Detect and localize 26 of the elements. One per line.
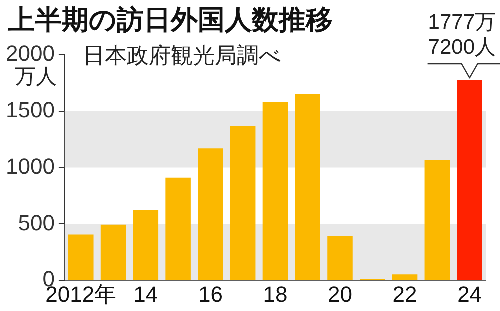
y-tick-label: 1500 [6, 97, 55, 122]
bar [198, 148, 224, 280]
bar [295, 94, 320, 280]
annotation: 1777万 7200人 [428, 11, 496, 60]
bar [133, 210, 159, 280]
bar [166, 178, 191, 280]
x-tick-label: 18 [263, 282, 288, 307]
bar [262, 102, 288, 280]
x-tick-label: 24 [458, 282, 482, 307]
x-tick-label: 14 [134, 282, 158, 307]
y-tick-label: 2000 [6, 41, 55, 66]
y-axis-title: 万人 [14, 65, 57, 88]
bar [68, 234, 94, 280]
x-tick-label: 16 [198, 282, 223, 307]
chart-title: 上半期の訪日外国人数推移 [8, 4, 333, 38]
y-tick-label: 1000 [6, 154, 55, 179]
bar [328, 236, 353, 280]
annotation: 日本政府観光局調べ [82, 43, 282, 68]
bar [230, 126, 256, 280]
bar [424, 160, 450, 280]
bar [392, 274, 418, 280]
y-tick-label: 500 [18, 210, 55, 236]
x-tick-label: 22 [392, 282, 418, 307]
bar [100, 224, 126, 280]
x-tick-label: 20 [328, 282, 352, 307]
bar [457, 80, 482, 280]
